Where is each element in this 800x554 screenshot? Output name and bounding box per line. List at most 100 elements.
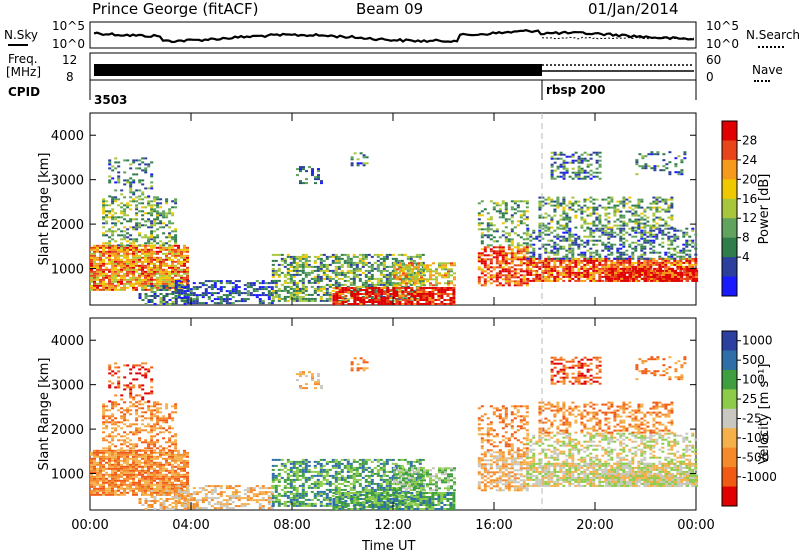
velocity-cell	[123, 473, 126, 476]
power-cell	[299, 182, 302, 185]
power-cell	[99, 284, 102, 287]
power-cell	[388, 271, 392, 274]
velocity-cell	[108, 489, 111, 492]
power-cell	[550, 257, 554, 260]
power-cell	[604, 226, 608, 229]
power-cell	[144, 244, 147, 247]
velocity-cell	[138, 483, 141, 486]
power-cell	[395, 295, 399, 297]
power-cell	[568, 200, 572, 203]
power-cell	[409, 259, 413, 262]
power-cell	[286, 267, 290, 270]
power-cell	[544, 261, 548, 264]
power-cell	[577, 267, 581, 270]
power-cell	[383, 287, 387, 289]
power-cell	[156, 278, 159, 281]
power-cell	[183, 260, 186, 263]
power-cell	[385, 257, 389, 260]
power-cell	[565, 263, 569, 266]
power-cell	[647, 273, 651, 276]
power-cell	[583, 159, 587, 162]
power-cell	[649, 241, 653, 244]
power-cell	[562, 218, 566, 221]
velocity-cell	[141, 473, 144, 476]
velocity-cell	[150, 457, 153, 460]
power-cell	[619, 214, 623, 217]
power-cell	[547, 229, 551, 232]
power-cell	[589, 239, 593, 242]
power-cell	[352, 273, 356, 276]
power-cell	[299, 168, 302, 171]
power-cell	[307, 299, 311, 302]
power-cell	[210, 294, 214, 297]
power-cell	[550, 165, 554, 168]
power-cell	[96, 272, 99, 275]
power-cell	[619, 269, 623, 272]
power-cell	[183, 246, 186, 249]
power-cell	[547, 265, 551, 268]
power-cell	[477, 268, 481, 271]
power-cell	[156, 270, 159, 273]
power-cell	[123, 183, 127, 186]
power-cell	[99, 256, 102, 259]
power-cell	[376, 255, 380, 258]
power-cell	[341, 287, 345, 289]
power-cell	[216, 302, 220, 305]
power-cell	[126, 181, 130, 184]
power-cell	[412, 273, 416, 276]
power-cell	[628, 243, 632, 246]
velocity-cell	[93, 453, 96, 456]
power-cell	[622, 204, 626, 207]
power-cell	[477, 260, 481, 263]
power-cell	[580, 212, 584, 215]
power-cell	[320, 182, 323, 185]
power-cell	[129, 278, 132, 281]
power-cell	[114, 276, 117, 279]
power-cell	[126, 256, 129, 259]
power-cell	[289, 281, 293, 284]
power-cell	[634, 222, 638, 225]
power-cell	[171, 200, 175, 203]
power-cell	[150, 244, 153, 247]
power-cell	[304, 253, 308, 256]
power-cell	[356, 297, 360, 299]
power-cell	[653, 165, 657, 168]
power-cell	[625, 253, 629, 256]
power-cell	[225, 282, 229, 285]
power-cell	[583, 271, 587, 274]
power-cell	[507, 270, 511, 273]
power-cell	[328, 293, 332, 296]
power-cell	[132, 248, 135, 251]
power-cell	[428, 295, 432, 297]
power-cell	[150, 260, 153, 263]
power-cell	[349, 261, 353, 264]
power-cell	[129, 262, 132, 265]
power-cell	[553, 204, 557, 207]
power-cell	[295, 299, 299, 302]
power-cell	[123, 246, 126, 249]
power-cell	[686, 271, 690, 274]
power-cell	[625, 249, 629, 252]
power-cell	[522, 282, 526, 285]
power-cell	[408, 272, 411, 275]
power-cell	[319, 287, 323, 290]
power-cell	[589, 196, 593, 199]
power-cell	[495, 228, 499, 231]
power-cell	[658, 227, 662, 230]
power-cell	[319, 253, 323, 256]
power-cell	[667, 257, 671, 260]
power-cell	[117, 161, 121, 164]
power-cell	[132, 282, 135, 285]
power-cell	[402, 274, 405, 277]
power-cell	[656, 275, 660, 278]
power-cell	[399, 276, 402, 279]
power-cell	[322, 265, 326, 268]
power-cell	[377, 289, 381, 291]
power-cell	[404, 295, 408, 297]
power-cell	[446, 299, 450, 301]
power-cell	[402, 272, 405, 275]
power-cell	[399, 266, 402, 269]
velocity-cell	[114, 479, 117, 482]
velocity-cell	[117, 493, 120, 496]
power-cell	[619, 253, 623, 256]
